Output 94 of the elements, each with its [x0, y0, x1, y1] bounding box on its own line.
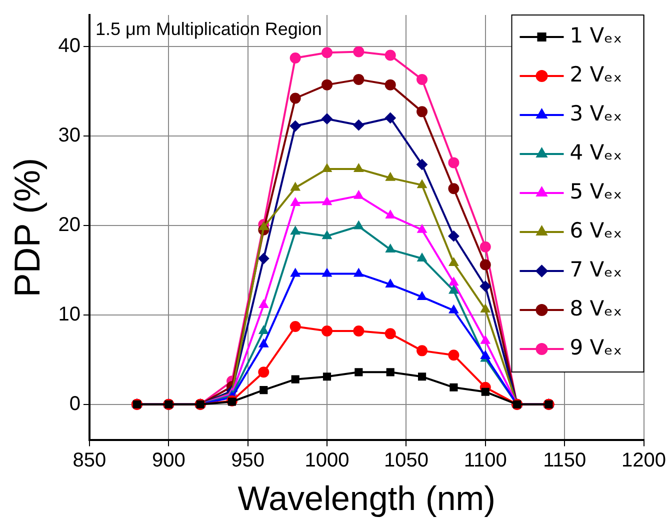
point [353, 325, 364, 336]
point [322, 325, 333, 336]
legend-label: 1 Vₑₓ [570, 23, 622, 48]
point [417, 224, 427, 233]
y-tick-label: 30 [58, 124, 80, 146]
point [322, 372, 332, 381]
point [258, 252, 270, 264]
point [258, 366, 270, 378]
point [258, 338, 268, 348]
legend-label: 3 Vₑₓ [570, 101, 622, 126]
point [480, 259, 491, 270]
point [354, 163, 364, 172]
y-tick-label: 20 [58, 214, 80, 236]
point [384, 112, 396, 124]
point [291, 375, 300, 384]
x-tick-label: 950 [231, 450, 265, 472]
point [386, 244, 396, 253]
point [448, 304, 459, 314]
point [258, 325, 268, 334]
point [480, 304, 490, 313]
point [354, 268, 364, 277]
point [481, 388, 490, 396]
x-tick-label: 1050 [384, 450, 428, 472]
point [290, 226, 300, 235]
point [322, 230, 332, 240]
point [386, 210, 396, 219]
legend-label: 6 Vₑₓ [570, 218, 622, 242]
x-tick-label: 850 [72, 450, 106, 472]
legend-label: 5 Vₑₓ [570, 179, 622, 204]
x-tick-label: 1200 [622, 450, 666, 472]
point [290, 92, 301, 104]
point [322, 268, 332, 277]
point [448, 257, 459, 266]
point [353, 46, 364, 58]
point [448, 157, 460, 168]
point [480, 280, 491, 292]
point [480, 335, 490, 344]
point [290, 120, 301, 132]
point [416, 74, 428, 85]
point [386, 278, 396, 288]
point [322, 79, 333, 90]
point [448, 285, 459, 294]
point [448, 277, 459, 286]
point [480, 350, 490, 360]
point [417, 252, 427, 262]
point [322, 163, 332, 172]
point [322, 113, 333, 124]
point [353, 74, 364, 85]
point [417, 180, 427, 188]
x-tick-label: 1150 [543, 450, 586, 472]
x-tick-label: 900 [152, 450, 186, 472]
x-tick-label: 1000 [304, 450, 350, 472]
point [417, 291, 427, 300]
point [384, 79, 396, 90]
y-axis-title: PDP (%) [6, 158, 48, 298]
point [480, 241, 491, 252]
x-axis-title: Wavelength (nm) [238, 480, 496, 518]
point [386, 368, 394, 376]
legend-label: 2 Vₑₓ [570, 62, 622, 86]
legend-label: 9 Vₑₓ [570, 335, 622, 360]
point [386, 172, 396, 181]
point [450, 383, 458, 392]
x-tick-label: 1100 [464, 450, 507, 472]
point [258, 300, 268, 308]
annotation: 1.5 μm Multiplication Region [95, 18, 322, 39]
point [260, 386, 268, 394]
point [416, 158, 428, 170]
point [448, 350, 460, 361]
point [416, 106, 428, 118]
point [322, 47, 333, 58]
point [258, 222, 268, 230]
point [354, 190, 364, 199]
legend-label: 7 Vₑₓ [570, 257, 622, 282]
point [448, 183, 460, 194]
y-tick-label: 10 [58, 303, 80, 326]
point [354, 368, 363, 376]
point [322, 196, 332, 206]
point [290, 268, 300, 277]
point [290, 321, 301, 332]
point [290, 197, 300, 206]
point [354, 220, 364, 230]
point [353, 120, 364, 131]
y-tick-label: 0 [69, 392, 80, 415]
y-tick-label: 40 [58, 34, 80, 57]
point [418, 372, 426, 381]
point [384, 328, 396, 340]
legend-label: 4 Vₑₓ [570, 140, 622, 164]
point [290, 52, 301, 64]
point [384, 50, 396, 61]
point [290, 182, 300, 191]
legend-label: 8 Vₑₓ [570, 296, 622, 320]
point [448, 230, 460, 242]
point [228, 398, 236, 406]
point [416, 345, 428, 356]
